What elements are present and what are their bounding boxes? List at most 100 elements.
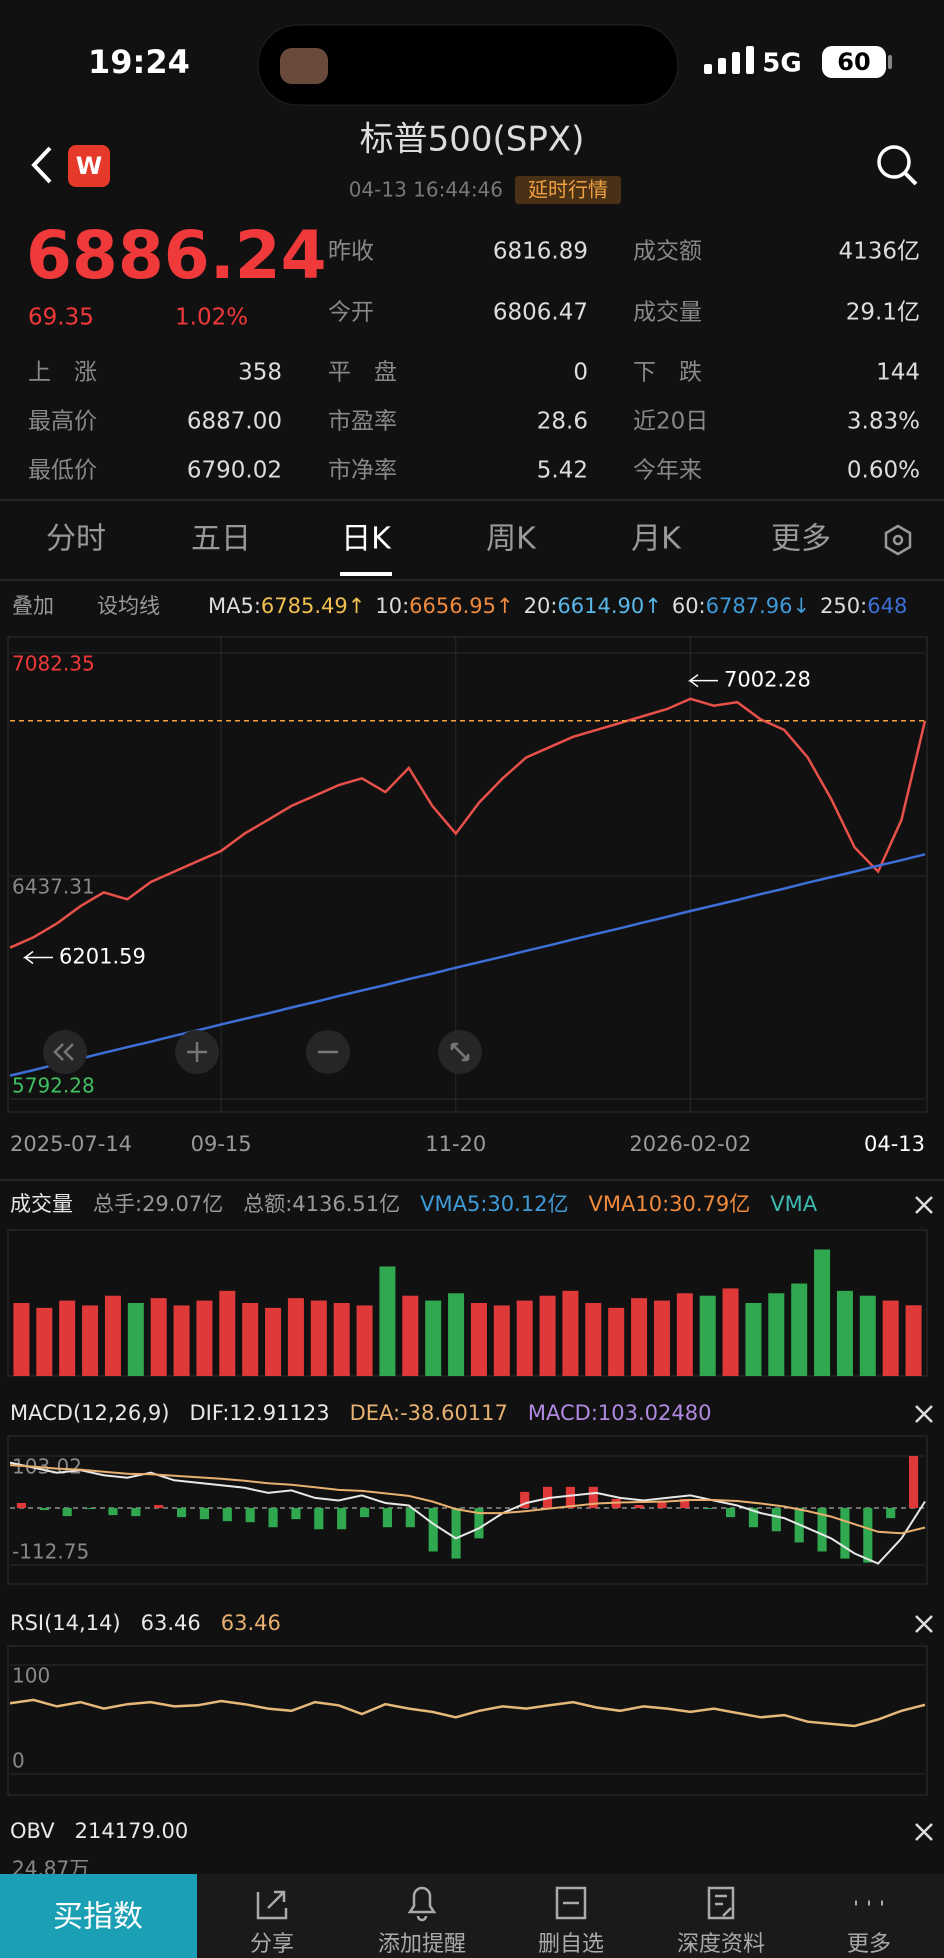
bottom-icon[interactable] [555, 1886, 587, 1920]
stat-value: 6887.00 [187, 409, 282, 435]
panel-item: DEA:-38.60117 [350, 1401, 508, 1425]
volume-bar [310, 1300, 327, 1376]
stat-label: 今开 [328, 300, 374, 326]
panel-header: RSI(14,14) 63.46 63.46 [10, 1611, 281, 1635]
stat-label: 最高价 [28, 409, 97, 435]
ma-value: 6785.49↑ [261, 594, 365, 618]
dynamic-island [257, 24, 679, 106]
chart-frame [7, 1435, 928, 1585]
volume-bar [722, 1288, 739, 1376]
macd-bar [565, 1486, 576, 1509]
settings-button[interactable] [884, 524, 912, 556]
bottom-label[interactable]: 删自选 [538, 1932, 604, 1957]
macd-bar [359, 1508, 370, 1518]
island-avatar [280, 48, 328, 84]
ma-name: 10: [375, 594, 409, 618]
stat-value: 28.6 [537, 409, 588, 435]
stat-label: 今年来 [633, 458, 702, 484]
stat-value: 6816.89 [493, 239, 588, 265]
ma-value: 648 [867, 594, 907, 618]
annotation: 7002.28 [724, 668, 811, 692]
overlay-button[interactable]: 叠加 [12, 594, 54, 618]
panel-header: MACD(12,26,9) DIF:12.91123 DEA:-38.60117 MA… [10, 1401, 711, 1425]
panel-item: MACD:103.02480 [528, 1401, 712, 1425]
ma-value: 6614.90↑ [557, 594, 661, 618]
macd-bar [703, 1508, 713, 1510]
stat-value: 0.60% [847, 458, 920, 484]
bottom-label[interactable]: 更多 [847, 1932, 891, 1957]
macd-bar [725, 1508, 736, 1518]
stat-label: 成交额 [633, 239, 702, 265]
volume-bar [653, 1300, 670, 1376]
stat-value: 6790.02 [187, 458, 282, 484]
volume-bar [379, 1266, 396, 1376]
macd-line [9, 1464, 926, 1535]
volume-bar [768, 1293, 785, 1376]
bottom-icon[interactable] [256, 1890, 288, 1920]
macd-bar [863, 1508, 873, 1563]
tab-indicator [340, 572, 392, 576]
stat-value: 29.1亿 [846, 300, 920, 326]
bottom-icon[interactable] [407, 1886, 437, 1922]
panel-item: DIF:12.91123 [190, 1401, 330, 1425]
stat-value: 144 [876, 360, 920, 386]
stat-label: 上 涨 [28, 360, 97, 386]
macd-bar [474, 1508, 484, 1539]
stat-label: 市盈率 [328, 409, 397, 435]
tab[interactable]: 更多 [771, 522, 831, 557]
close-button[interactable] [915, 1823, 933, 1841]
panel-item: 成交量 [10, 1192, 73, 1216]
search-button[interactable] [877, 145, 911, 179]
x-tick-label: 11-20 [425, 1132, 486, 1156]
annotation-arrow [687, 674, 718, 688]
panel-item: MACD(12,26,9) [10, 1401, 170, 1425]
close-button[interactable] [915, 1615, 933, 1633]
bottom-label[interactable]: 添加提醒 [378, 1932, 466, 1957]
close-button[interactable] [915, 1405, 933, 1423]
back-button[interactable] [31, 146, 52, 184]
series-line [9, 853, 926, 1077]
volume-bar [150, 1298, 167, 1376]
volume-bar [608, 1307, 625, 1376]
panel-item: VMA [770, 1192, 817, 1216]
panel-item: 63.46 [221, 1611, 281, 1635]
close-button[interactable] [915, 1196, 933, 1214]
volume-bar [676, 1293, 693, 1376]
volume-bar [59, 1300, 76, 1376]
ma-setting-button[interactable]: 设均线 [97, 594, 160, 618]
panel-item: RSI(14,14) [10, 1611, 121, 1635]
battery-tip [888, 55, 892, 69]
volume-bar [585, 1303, 602, 1376]
volume-bar [859, 1295, 876, 1376]
volume-bar [196, 1300, 213, 1376]
bottom-label[interactable]: 分享 [250, 1932, 294, 1957]
volume-bar [516, 1300, 533, 1376]
bottom-label[interactable]: 深度资料 [677, 1932, 765, 1957]
network: 5G [762, 49, 801, 79]
volume-bar [173, 1305, 190, 1376]
volume-bar [287, 1298, 304, 1376]
bottom-icon[interactable] [707, 1886, 735, 1920]
tab[interactable]: 月K [631, 522, 682, 557]
search-handle [903, 171, 918, 186]
x-tick-label: 2025-07-14 [10, 1132, 132, 1156]
macd-bar [176, 1508, 187, 1518]
buy-button[interactable] [0, 1874, 197, 1958]
volume-bar [539, 1295, 556, 1376]
tab[interactable]: 分时 [46, 522, 106, 557]
macd-bar [657, 1500, 667, 1509]
tab[interactable]: 五日 [191, 522, 251, 557]
volume-bar [562, 1290, 579, 1376]
volume-bar [470, 1303, 487, 1376]
delay-label: 延时行情 [528, 178, 608, 202]
macd-bar [451, 1508, 461, 1559]
macd-line [9, 1461, 926, 1565]
stat-label: 平 盘 [328, 360, 397, 386]
macd-bar [634, 1505, 644, 1509]
macd-bar [108, 1508, 118, 1516]
tab[interactable]: 周K [486, 522, 537, 557]
volume-bar [402, 1295, 419, 1376]
x-tick-label: 04-13 [864, 1132, 925, 1156]
tab[interactable]: 日K [341, 522, 392, 557]
